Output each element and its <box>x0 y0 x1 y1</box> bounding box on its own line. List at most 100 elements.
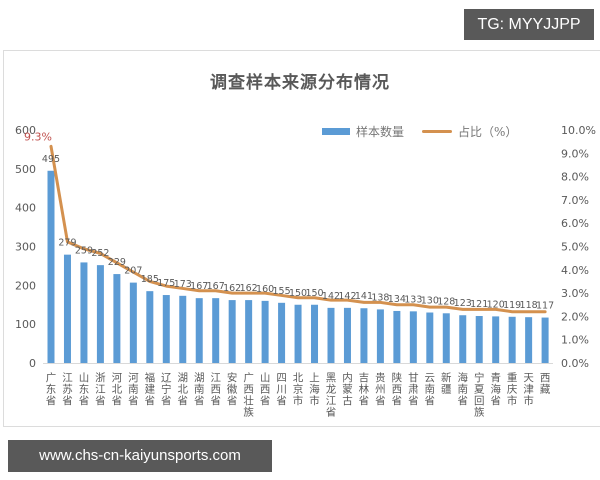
bar-value-label: 117 <box>536 301 554 312</box>
legend-bar-label: 样本数量 <box>356 125 405 139</box>
bar <box>376 309 384 363</box>
category-label: 内蒙古 <box>342 371 353 407</box>
bar-value-label: 259 <box>75 245 93 256</box>
category-label: 福建省 <box>145 371 156 407</box>
right-axis-tick: 2.0% <box>561 310 589 323</box>
bar <box>393 310 401 363</box>
category-label: 安徽省 <box>227 371 238 407</box>
category-label: 湖南省 <box>194 372 205 407</box>
chart-title: 调查样本来源分布情况 <box>210 73 390 93</box>
watermark-site-badge: www.chs-cn-kaiyunsports.com <box>8 440 272 472</box>
category-label: 黑龙江省 <box>326 372 337 419</box>
category-label: 山东省 <box>79 372 90 407</box>
category-label: 河南省 <box>128 372 139 407</box>
bar-value-label: 120 <box>487 299 505 310</box>
left-axis: 0 100 200 300 400 500 600 <box>15 124 36 370</box>
bar <box>261 300 269 363</box>
bar <box>80 262 88 363</box>
right-axis-tick: 1.0% <box>561 334 589 347</box>
bar <box>426 312 434 363</box>
right-axis-tick: 3.0% <box>561 287 589 300</box>
right-axis-tick: 6.0% <box>561 217 589 230</box>
bar-value-label: 121 <box>470 299 488 310</box>
bar <box>146 291 154 363</box>
category-label: 广东省 <box>46 372 57 407</box>
category-label: 云南省 <box>425 372 436 407</box>
category-label: 广西壮族 <box>243 372 254 419</box>
bar <box>508 316 516 363</box>
bar-value-label: 162 <box>223 283 241 294</box>
category-label: 重庆市 <box>507 371 518 407</box>
bar-value-label: 118 <box>520 300 538 311</box>
bar <box>179 295 187 363</box>
bar-value-label: 134 <box>388 294 406 305</box>
bar-value-label: 175 <box>157 278 175 289</box>
category-label: 西藏 <box>540 372 551 396</box>
bar-value-label: 130 <box>421 296 439 307</box>
category-label: 陕西省 <box>392 371 403 407</box>
bar <box>63 254 71 363</box>
bar-value-label: 167 <box>190 281 208 292</box>
bar <box>113 274 121 363</box>
bar <box>212 298 220 363</box>
bar <box>459 315 467 363</box>
category-label: 天津市 <box>523 372 534 407</box>
category-label: 四川省 <box>276 372 287 407</box>
bar-value-label: 229 <box>108 257 126 268</box>
left-axis-tick: 600 <box>15 124 36 137</box>
bar <box>409 311 417 363</box>
category-label: 青海省 <box>490 371 501 407</box>
legend-bar-swatch-icon <box>322 128 350 135</box>
bar-series <box>47 170 549 363</box>
bar <box>245 300 253 363</box>
bar-value-label: 252 <box>91 248 109 259</box>
right-axis-tick: 10.0% <box>561 124 596 137</box>
left-axis-tick: 400 <box>15 202 36 215</box>
bar-value-label: 128 <box>437 296 455 307</box>
category-label: 上海市 <box>309 372 320 407</box>
bar-value-label: 141 <box>355 291 373 302</box>
bar-value-label: 138 <box>371 292 389 303</box>
right-axis-tick: 9.0% <box>561 147 589 160</box>
category-label: 宁夏回族 <box>474 371 485 419</box>
left-axis-tick: 300 <box>15 241 36 254</box>
bar <box>360 308 368 363</box>
percent-line <box>49 144 547 314</box>
bar-value-label: 207 <box>124 266 142 277</box>
bar <box>47 170 55 363</box>
bar <box>195 298 203 363</box>
bar <box>311 304 319 363</box>
right-axis-tick: 8.0% <box>561 171 589 184</box>
left-axis-tick: 200 <box>15 279 36 292</box>
bar-value-label: 150 <box>289 288 307 299</box>
bar <box>475 316 483 363</box>
bar <box>541 317 549 363</box>
bar-value-labels: 4952792592522292071851751731671671621621… <box>42 154 554 312</box>
bar-value-label: 155 <box>273 286 291 297</box>
bar <box>129 282 137 363</box>
left-axis-tick: 100 <box>15 318 36 331</box>
bar-value-label: 173 <box>174 279 192 290</box>
right-axis: 0.0% 1.0% 2.0% 3.0% 4.0% 5.0% 6.0% 7.0% 8.0% 9.0%… <box>561 124 596 370</box>
left-axis-tick: 0 <box>29 357 36 370</box>
right-axis-tick: 5.0% <box>561 241 589 254</box>
bar-value-label: 123 <box>454 298 472 309</box>
bar-value-label: 133 <box>404 294 422 305</box>
bar <box>492 316 500 363</box>
bar-value-label: 119 <box>503 300 521 311</box>
category-label: 湖北省 <box>178 372 189 407</box>
bar-value-label: 279 <box>58 238 76 249</box>
bar-value-label: 142 <box>338 291 356 302</box>
right-axis-tick: 7.0% <box>561 194 589 207</box>
category-label: 浙江省 <box>95 372 106 407</box>
category-label: 河北省 <box>112 372 123 407</box>
bar <box>525 317 533 363</box>
bar <box>162 295 170 363</box>
percent-annotation: 9.3% <box>24 130 52 143</box>
bar <box>294 304 302 363</box>
right-axis-tick: 4.0% <box>561 264 589 277</box>
bar-value-label: 185 <box>141 274 159 285</box>
bar <box>228 300 236 363</box>
bar <box>327 307 335 363</box>
